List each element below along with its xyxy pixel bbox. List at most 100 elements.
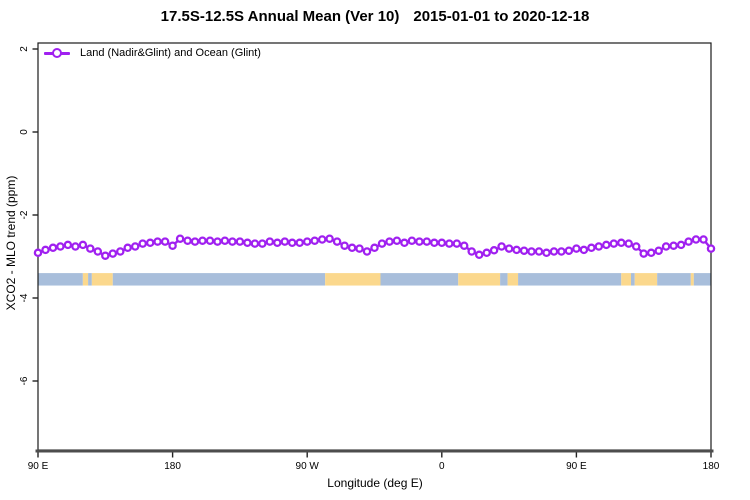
data-point (377, 239, 387, 248)
data-point (392, 236, 402, 245)
map-band-segment-ocean (380, 273, 459, 286)
data-point (609, 239, 619, 248)
data-point (534, 247, 544, 256)
data-point (243, 238, 252, 248)
map-band-segment-land (621, 273, 631, 286)
data-point (41, 245, 50, 255)
data-point (33, 248, 43, 258)
data-point (587, 243, 596, 253)
legend-label: Land (Nadir&Glint) and Ocean (Glint) (80, 47, 261, 59)
legend: Land (Nadir&Glint) and Ocean (Glint) (44, 45, 261, 61)
data-point (302, 237, 312, 246)
data-point (250, 239, 260, 248)
data-point (557, 247, 566, 256)
data-point (145, 238, 155, 248)
y-tick-label: -6 (19, 376, 30, 385)
data-point (512, 245, 521, 255)
data-point (362, 247, 372, 256)
data-point (123, 243, 132, 253)
data-point (63, 240, 73, 250)
x-tick-label: 90 E (28, 461, 49, 472)
y-tick-label: 0 (19, 129, 30, 135)
data-point (153, 237, 162, 246)
y-tick-label: -4 (19, 293, 30, 302)
data-point (48, 243, 58, 253)
x-tick-label: 180 (164, 461, 181, 472)
x-tick-label: 90 W (296, 461, 320, 472)
data-point (175, 234, 185, 243)
map-band-segment-ocean (693, 273, 711, 286)
data-point (332, 237, 342, 246)
data-point (295, 238, 304, 248)
data-point (347, 243, 357, 253)
map-band-segment-land (82, 273, 89, 286)
data-point (437, 238, 447, 248)
data-point (71, 242, 80, 251)
data-point (190, 237, 200, 246)
map-band-segment-ocean (500, 273, 508, 286)
data-point (370, 243, 379, 253)
data-point (676, 240, 686, 250)
map-band-segment-land (690, 273, 694, 286)
data-point (86, 244, 95, 253)
map-band-segment-land (458, 273, 501, 286)
data-point (474, 250, 484, 260)
data-point (138, 239, 147, 248)
data-point (549, 247, 559, 256)
data-point (385, 237, 394, 246)
data-point (355, 244, 364, 253)
data-point (646, 248, 656, 258)
data-point (198, 236, 207, 245)
map-band-segment-land (325, 273, 381, 286)
x-tick-label: 90 E (566, 461, 587, 472)
data-point (108, 249, 118, 258)
data-point (489, 246, 499, 255)
data-point (407, 236, 417, 245)
data-point (631, 242, 641, 251)
data-point (594, 242, 604, 251)
data-point (258, 239, 267, 248)
data-point (669, 241, 678, 250)
data-point (265, 237, 275, 246)
data-point (482, 248, 491, 258)
series-marker-icon (44, 45, 70, 61)
data-point (116, 247, 125, 256)
x-tick-label: 180 (703, 461, 720, 472)
data-point (504, 244, 514, 253)
data-point (325, 234, 334, 243)
data-point (706, 244, 716, 253)
map-band-segment-ocean (657, 273, 691, 286)
data-point (602, 240, 611, 250)
map-band-segment-ocean (112, 273, 326, 286)
x-axis-title: Longitude (deg E) (327, 476, 423, 490)
data-point (527, 247, 536, 256)
data-point (205, 236, 215, 245)
data-point (452, 239, 462, 248)
data-point (78, 240, 88, 250)
chart-title: 17.5S-12.5S Annual Mean (Ver 10) 2015-01… (0, 8, 750, 25)
data-point (56, 242, 65, 251)
data-point (317, 235, 327, 244)
data-point (445, 239, 454, 248)
map-band-segment-ocean (630, 273, 635, 286)
data-point (639, 249, 648, 258)
x-tick-label: 0 (439, 461, 445, 472)
data-point (213, 237, 222, 246)
data-point (415, 237, 424, 246)
map-band-segment-land (91, 273, 113, 286)
map-band-segment-ocean (518, 273, 622, 286)
map-band-segment-land (507, 273, 519, 286)
data-point (579, 245, 589, 255)
data-point (542, 248, 551, 258)
data-point (691, 235, 701, 244)
y-tick-label: 2 (19, 46, 30, 52)
chart-title-dates: 2015-01-01 to 2020-12-18 (413, 8, 590, 25)
data-point (459, 241, 469, 250)
data-point (273, 238, 282, 248)
data-point (699, 235, 708, 244)
data-point (101, 251, 110, 260)
map-band-segment-ocean (88, 273, 92, 286)
y-tick-label: -2 (19, 210, 30, 219)
